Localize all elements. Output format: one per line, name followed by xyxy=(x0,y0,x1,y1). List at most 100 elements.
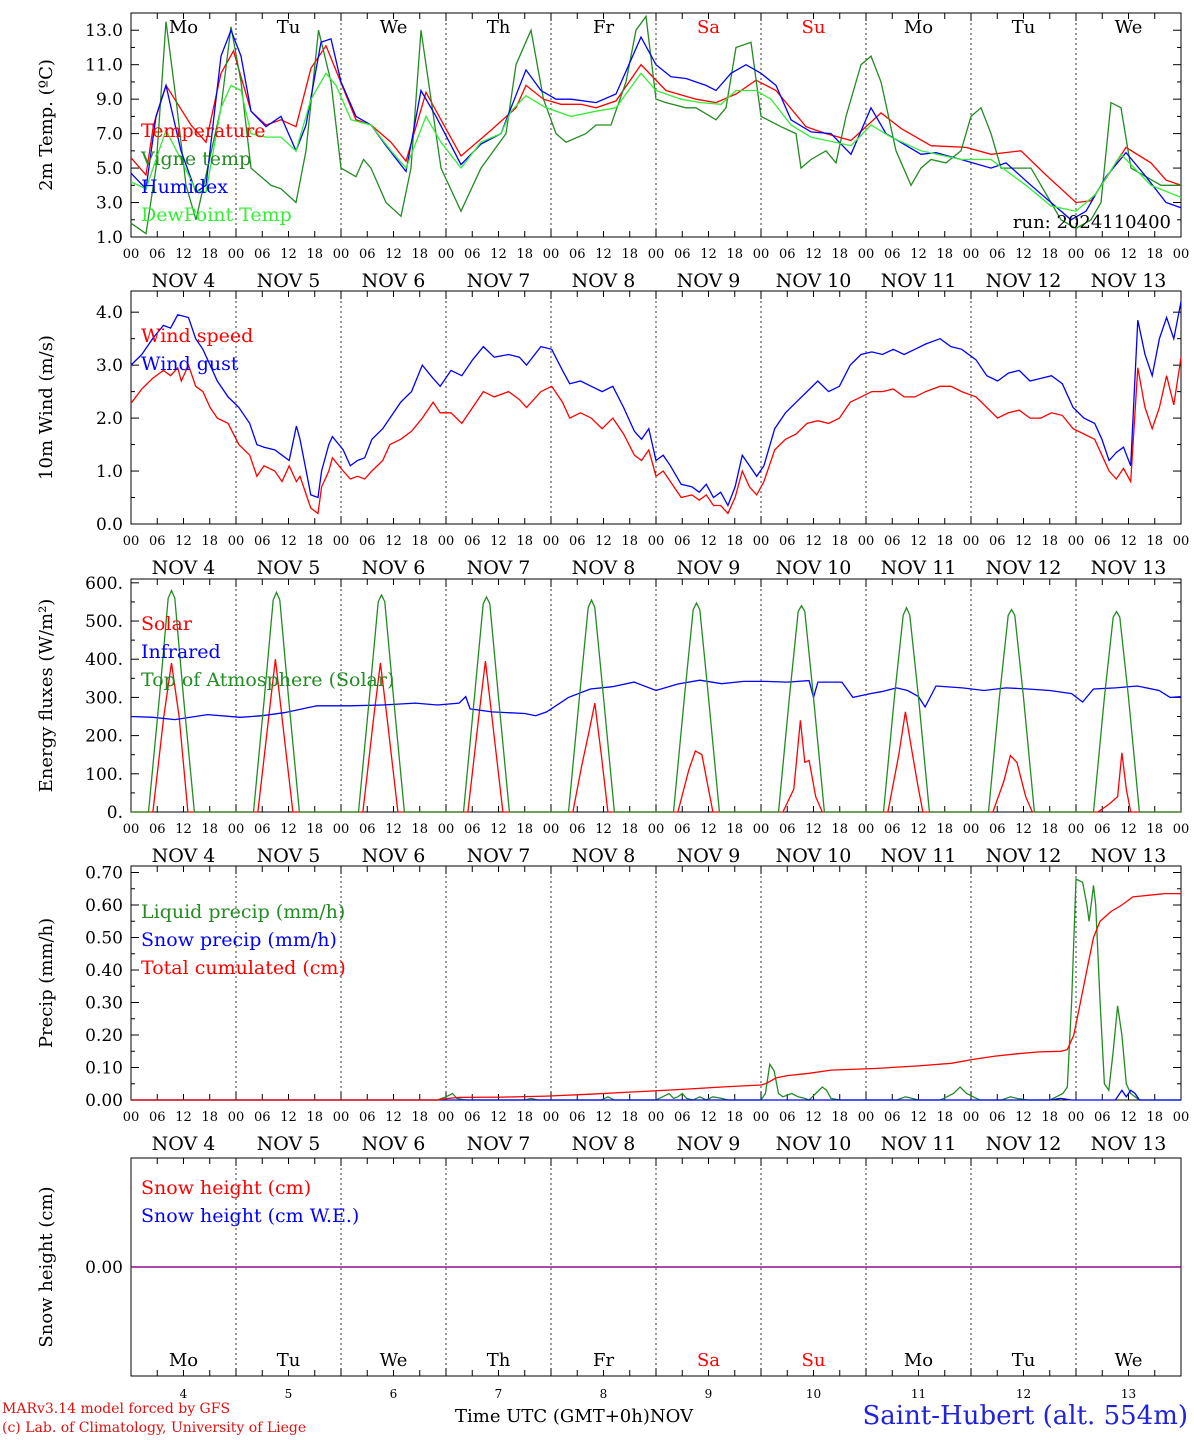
day-label: NOV 4 xyxy=(152,557,216,579)
hour-tick-label: 18 xyxy=(1146,1110,1163,1125)
meteogram-chart: 1.0 3.0 5.0 7.0 9.0 11.0 13.0 2m Temp. (ºC) Temp… xyxy=(36,12,1190,1400)
hour-tick-label: 06 xyxy=(149,822,166,837)
y-tick-label: 0.40 xyxy=(85,961,123,981)
hour-tick-label: 18 xyxy=(831,247,848,262)
hour-tick-label: 18 xyxy=(1041,1110,1058,1125)
weekday-label: Fr xyxy=(593,1350,614,1371)
day-label: NOV 8 xyxy=(572,270,636,292)
day-label: NOV 7 xyxy=(467,557,531,579)
hour-tick-label: 12 xyxy=(700,247,717,262)
hour-tick-label: 12 xyxy=(490,822,507,837)
hour-tick-label: 06 xyxy=(149,1110,166,1125)
hour-tick-label: 06 xyxy=(1094,247,1111,262)
day-label: NOV 9 xyxy=(677,270,741,292)
series-line-humidex xyxy=(130,28,1182,221)
hour-tick-label: 12 xyxy=(910,534,927,549)
hour-tick-label: 00 xyxy=(543,247,560,262)
weekday-label: Su xyxy=(802,1350,826,1371)
hour-tick-label: 12 xyxy=(805,534,822,549)
hour-tick-label: 00 xyxy=(543,822,560,837)
hour-tick-label: 18 xyxy=(201,247,218,262)
day-label: NOV 12 xyxy=(986,1133,1062,1155)
series-line-solar xyxy=(131,659,1181,813)
y-tick-label: 0.70 xyxy=(85,864,123,884)
hour-tick-label: 00 xyxy=(1173,534,1190,549)
legend-entry: Top of Atmosphere (Solar) xyxy=(141,669,394,691)
hour-tick-label: 12 xyxy=(1120,247,1137,262)
hour-tick-label: 00 xyxy=(333,822,350,837)
weekday-label: Sa xyxy=(697,17,720,38)
y-tick-label: 0.60 xyxy=(85,896,123,916)
hour-tick-label: 18 xyxy=(726,534,743,549)
y-axis-label: Energy fluxes (W/m²) xyxy=(36,599,57,793)
weekday-label: Mo xyxy=(904,1350,933,1371)
hour-tick-label: 12 xyxy=(490,1110,507,1125)
hour-tick-label: 18 xyxy=(516,822,533,837)
y-tick-label: 0.50 xyxy=(85,929,123,949)
hour-tick-label: 18 xyxy=(621,1110,638,1125)
hour-tick-label: 12 xyxy=(910,247,927,262)
hour-tick-label: 18 xyxy=(411,534,428,549)
hour-tick-label: 00 xyxy=(1068,1110,1085,1125)
day-label: NOV 13 xyxy=(1091,557,1167,579)
series-line-total-cumulated-cm- xyxy=(131,892,1181,1101)
hour-tick-label: 06 xyxy=(464,534,481,549)
legend-entry: Wind gust xyxy=(141,353,239,375)
legend-entry: Wind speed xyxy=(141,325,253,347)
time-axis-title: Time UTC (GMT+0h)NOV xyxy=(455,1406,693,1427)
hour-tick-label: 06 xyxy=(779,822,796,837)
hour-tick-label: 12 xyxy=(805,1110,822,1125)
hour-tick-label: 06 xyxy=(779,247,796,262)
legend-entry: Snow height (cm W.E.) xyxy=(141,1205,359,1227)
series-line-dewpoint-temp xyxy=(130,72,1182,212)
legend-entry: Snow height (cm) xyxy=(141,1177,311,1199)
hour-tick-label: 18 xyxy=(1146,534,1163,549)
hour-tick-label: 00 xyxy=(1173,822,1190,837)
hour-tick-label: 12 xyxy=(595,247,612,262)
station-title: Saint-Hubert (alt. 554m) xyxy=(862,1401,1188,1431)
y-axis-label: Precip (mm/h) xyxy=(36,918,57,1048)
hour-tick-label: 06 xyxy=(989,247,1006,262)
weekday-label: Mo xyxy=(904,17,933,38)
day-label: NOV 12 xyxy=(986,270,1062,292)
hour-tick-label: 12 xyxy=(1015,1110,1032,1125)
y-tick-label: 2.0 xyxy=(96,409,123,429)
y-tick-label: 1.0 xyxy=(96,228,123,248)
hour-tick-label: 00 xyxy=(333,534,350,549)
hour-tick-label: 06 xyxy=(359,822,376,837)
hour-tick-label: 00 xyxy=(648,534,665,549)
hour-tick-label: 00 xyxy=(858,534,875,549)
y-tick-label: 100. xyxy=(85,765,123,785)
hour-tick-label: 18 xyxy=(621,247,638,262)
weekday-label: Su xyxy=(802,17,826,38)
day-label: NOV 6 xyxy=(362,270,426,292)
day-number-label: 5 xyxy=(285,1387,293,1400)
hour-tick-label: 12 xyxy=(1120,822,1137,837)
weekday-label: Mo xyxy=(169,1350,198,1371)
hour-tick-label: 06 xyxy=(254,1110,271,1125)
series-line-liquid-precip-mm-h- xyxy=(131,877,1181,1101)
day-label: NOV 11 xyxy=(881,557,957,579)
hour-tick-label: 06 xyxy=(674,822,691,837)
hour-tick-label: 06 xyxy=(569,247,586,262)
hour-tick-label: 00 xyxy=(228,822,245,837)
hour-tick-label: 12 xyxy=(910,1110,927,1125)
hour-tick-label: 12 xyxy=(595,822,612,837)
hour-tick-label: 06 xyxy=(569,534,586,549)
hour-tick-label: 06 xyxy=(989,1110,1006,1125)
day-label: NOV 10 xyxy=(776,270,852,292)
day-label: NOV 9 xyxy=(677,557,741,579)
legend-entry: Infrared xyxy=(141,641,221,663)
day-label: NOV 9 xyxy=(677,845,741,867)
day-label: NOV 11 xyxy=(881,270,957,292)
panel-4: 0.00 0.10 0.20 0.30 0.40 0.50 0.60 0.70 Precip (… xyxy=(36,864,1189,1156)
hour-tick-label: 18 xyxy=(306,822,323,837)
hour-tick-label: 06 xyxy=(884,1110,901,1125)
weekday-label: We xyxy=(1115,17,1143,38)
hour-tick-label: 00 xyxy=(648,1110,665,1125)
legend-entry: Temperature xyxy=(141,120,265,142)
hour-tick-label: 00 xyxy=(438,534,455,549)
hour-tick-label: 12 xyxy=(175,822,192,837)
weekday-label: Tu xyxy=(277,17,301,38)
day-label: NOV 12 xyxy=(986,845,1062,867)
